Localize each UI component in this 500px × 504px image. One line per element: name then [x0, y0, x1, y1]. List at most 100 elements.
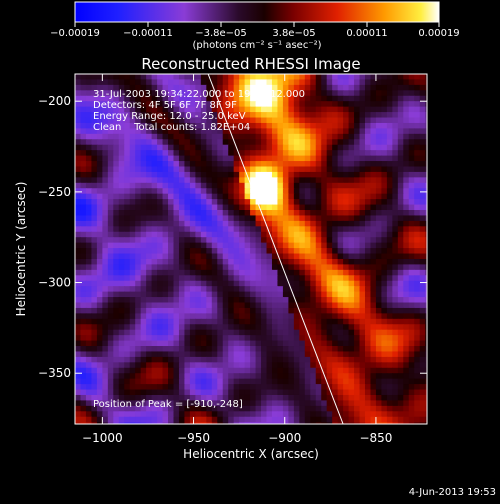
heatmap-cell [310, 90, 317, 97]
heatmap-cell [173, 133, 180, 140]
heatmap-cell [91, 117, 98, 124]
heatmap-cell [162, 166, 169, 173]
heatmap-cell [233, 258, 240, 266]
heatmap-cell [173, 329, 180, 336]
heatmap-cell [250, 362, 257, 369]
heatmap-cell [310, 411, 317, 418]
heatmap-cell [200, 117, 207, 124]
heatmap-cell [244, 411, 251, 418]
heatmap-cell [261, 373, 268, 380]
heatmap-cell [75, 199, 82, 206]
heatmap-cell [397, 318, 404, 325]
heatmap-cell [326, 318, 333, 325]
heatmap-cell [140, 384, 147, 391]
heatmap-cell [113, 340, 120, 347]
heatmap-cell [173, 264, 180, 271]
heatmap-cell [293, 177, 300, 184]
heatmap-cell [375, 307, 382, 314]
heatmap-cell [332, 275, 339, 282]
heatmap-cell [364, 297, 372, 304]
heatmap-cell [343, 362, 350, 369]
heatmap-cell [403, 188, 410, 195]
heatmap-cell [124, 171, 131, 178]
heatmap-cell [266, 378, 273, 385]
heatmap-cell [118, 161, 125, 168]
heatmap-cell [200, 133, 207, 140]
heatmap-cell [261, 74, 268, 81]
heatmap-cell [408, 394, 415, 402]
heatmap-cell [343, 264, 350, 271]
heatmap-cell [228, 313, 235, 320]
heatmap-cell [91, 128, 98, 135]
heatmap-cell [113, 122, 120, 129]
heatmap-cell [118, 313, 125, 320]
heatmap-cell [386, 362, 393, 369]
heatmap-cell [157, 182, 164, 189]
heatmap-cell [228, 318, 235, 325]
heatmap-cell [261, 329, 268, 336]
heatmap-cell [381, 346, 388, 353]
heatmap-cell [304, 122, 311, 129]
heatmap-cell [173, 117, 180, 124]
heatmap-cell [282, 117, 289, 124]
heatmap-cell [173, 231, 180, 238]
heatmap-cell [244, 269, 251, 276]
heatmap-cell [96, 362, 103, 369]
heatmap-cell [151, 150, 158, 157]
y-tick-label: −300 [38, 276, 71, 290]
heatmap-cell [85, 329, 93, 336]
heatmap-cell [288, 411, 295, 418]
heatmap-cell [129, 275, 136, 282]
heatmap-cell [129, 394, 136, 402]
heatmap-cell [118, 210, 125, 217]
heatmap-cell [146, 210, 153, 217]
heatmap-cell [206, 188, 213, 195]
heatmap-cell [146, 340, 153, 347]
heatmap-cell [189, 362, 196, 369]
heatmap-cell [375, 95, 382, 102]
heatmap-cell [135, 400, 142, 407]
heatmap-cell [392, 95, 399, 102]
heatmap-cell [102, 329, 109, 336]
heatmap-cell [91, 150, 98, 157]
heatmap-cell [178, 356, 186, 363]
heatmap-cell [354, 318, 361, 325]
heatmap-cell [299, 231, 306, 238]
heatmap-cell [233, 367, 240, 374]
heatmap-cell [102, 340, 109, 347]
heatmap-cell [80, 329, 87, 336]
heatmap-cell [370, 422, 377, 424]
heatmap-cell [326, 204, 333, 211]
heatmap-cell [277, 384, 284, 391]
heatmap-cell [178, 133, 186, 140]
heatmap-cell [337, 84, 344, 91]
heatmap-cell [277, 318, 284, 325]
heatmap-cell [129, 384, 136, 391]
heatmap-cell [85, 389, 93, 396]
heatmap-cell [288, 422, 295, 424]
heatmap-cell [332, 90, 339, 97]
heatmap-cell [299, 351, 306, 358]
heatmap-cell [173, 74, 180, 81]
heatmap-cell [233, 335, 240, 342]
heatmap-cell [261, 335, 268, 342]
heatmap-cell [129, 329, 136, 336]
heatmap-cell [135, 171, 142, 178]
heatmap-cell [151, 286, 158, 293]
heatmap-cell [157, 133, 164, 140]
heatmap-cell [200, 297, 207, 304]
heatmap-cell [397, 112, 404, 119]
heatmap-cell [304, 117, 311, 124]
heatmap-cell [96, 199, 103, 206]
heatmap-cell [102, 139, 109, 146]
heatmap-cell [189, 188, 196, 195]
heatmap-cell [425, 79, 427, 86]
heatmap-cell [293, 275, 300, 282]
heatmap-cell [91, 362, 98, 369]
heatmap-cell [337, 362, 344, 369]
heatmap-cell [381, 139, 388, 146]
heatmap-cell [200, 253, 207, 260]
heatmap-cell [80, 74, 87, 81]
heatmap-cell [392, 302, 399, 309]
heatmap-cell [386, 133, 393, 140]
